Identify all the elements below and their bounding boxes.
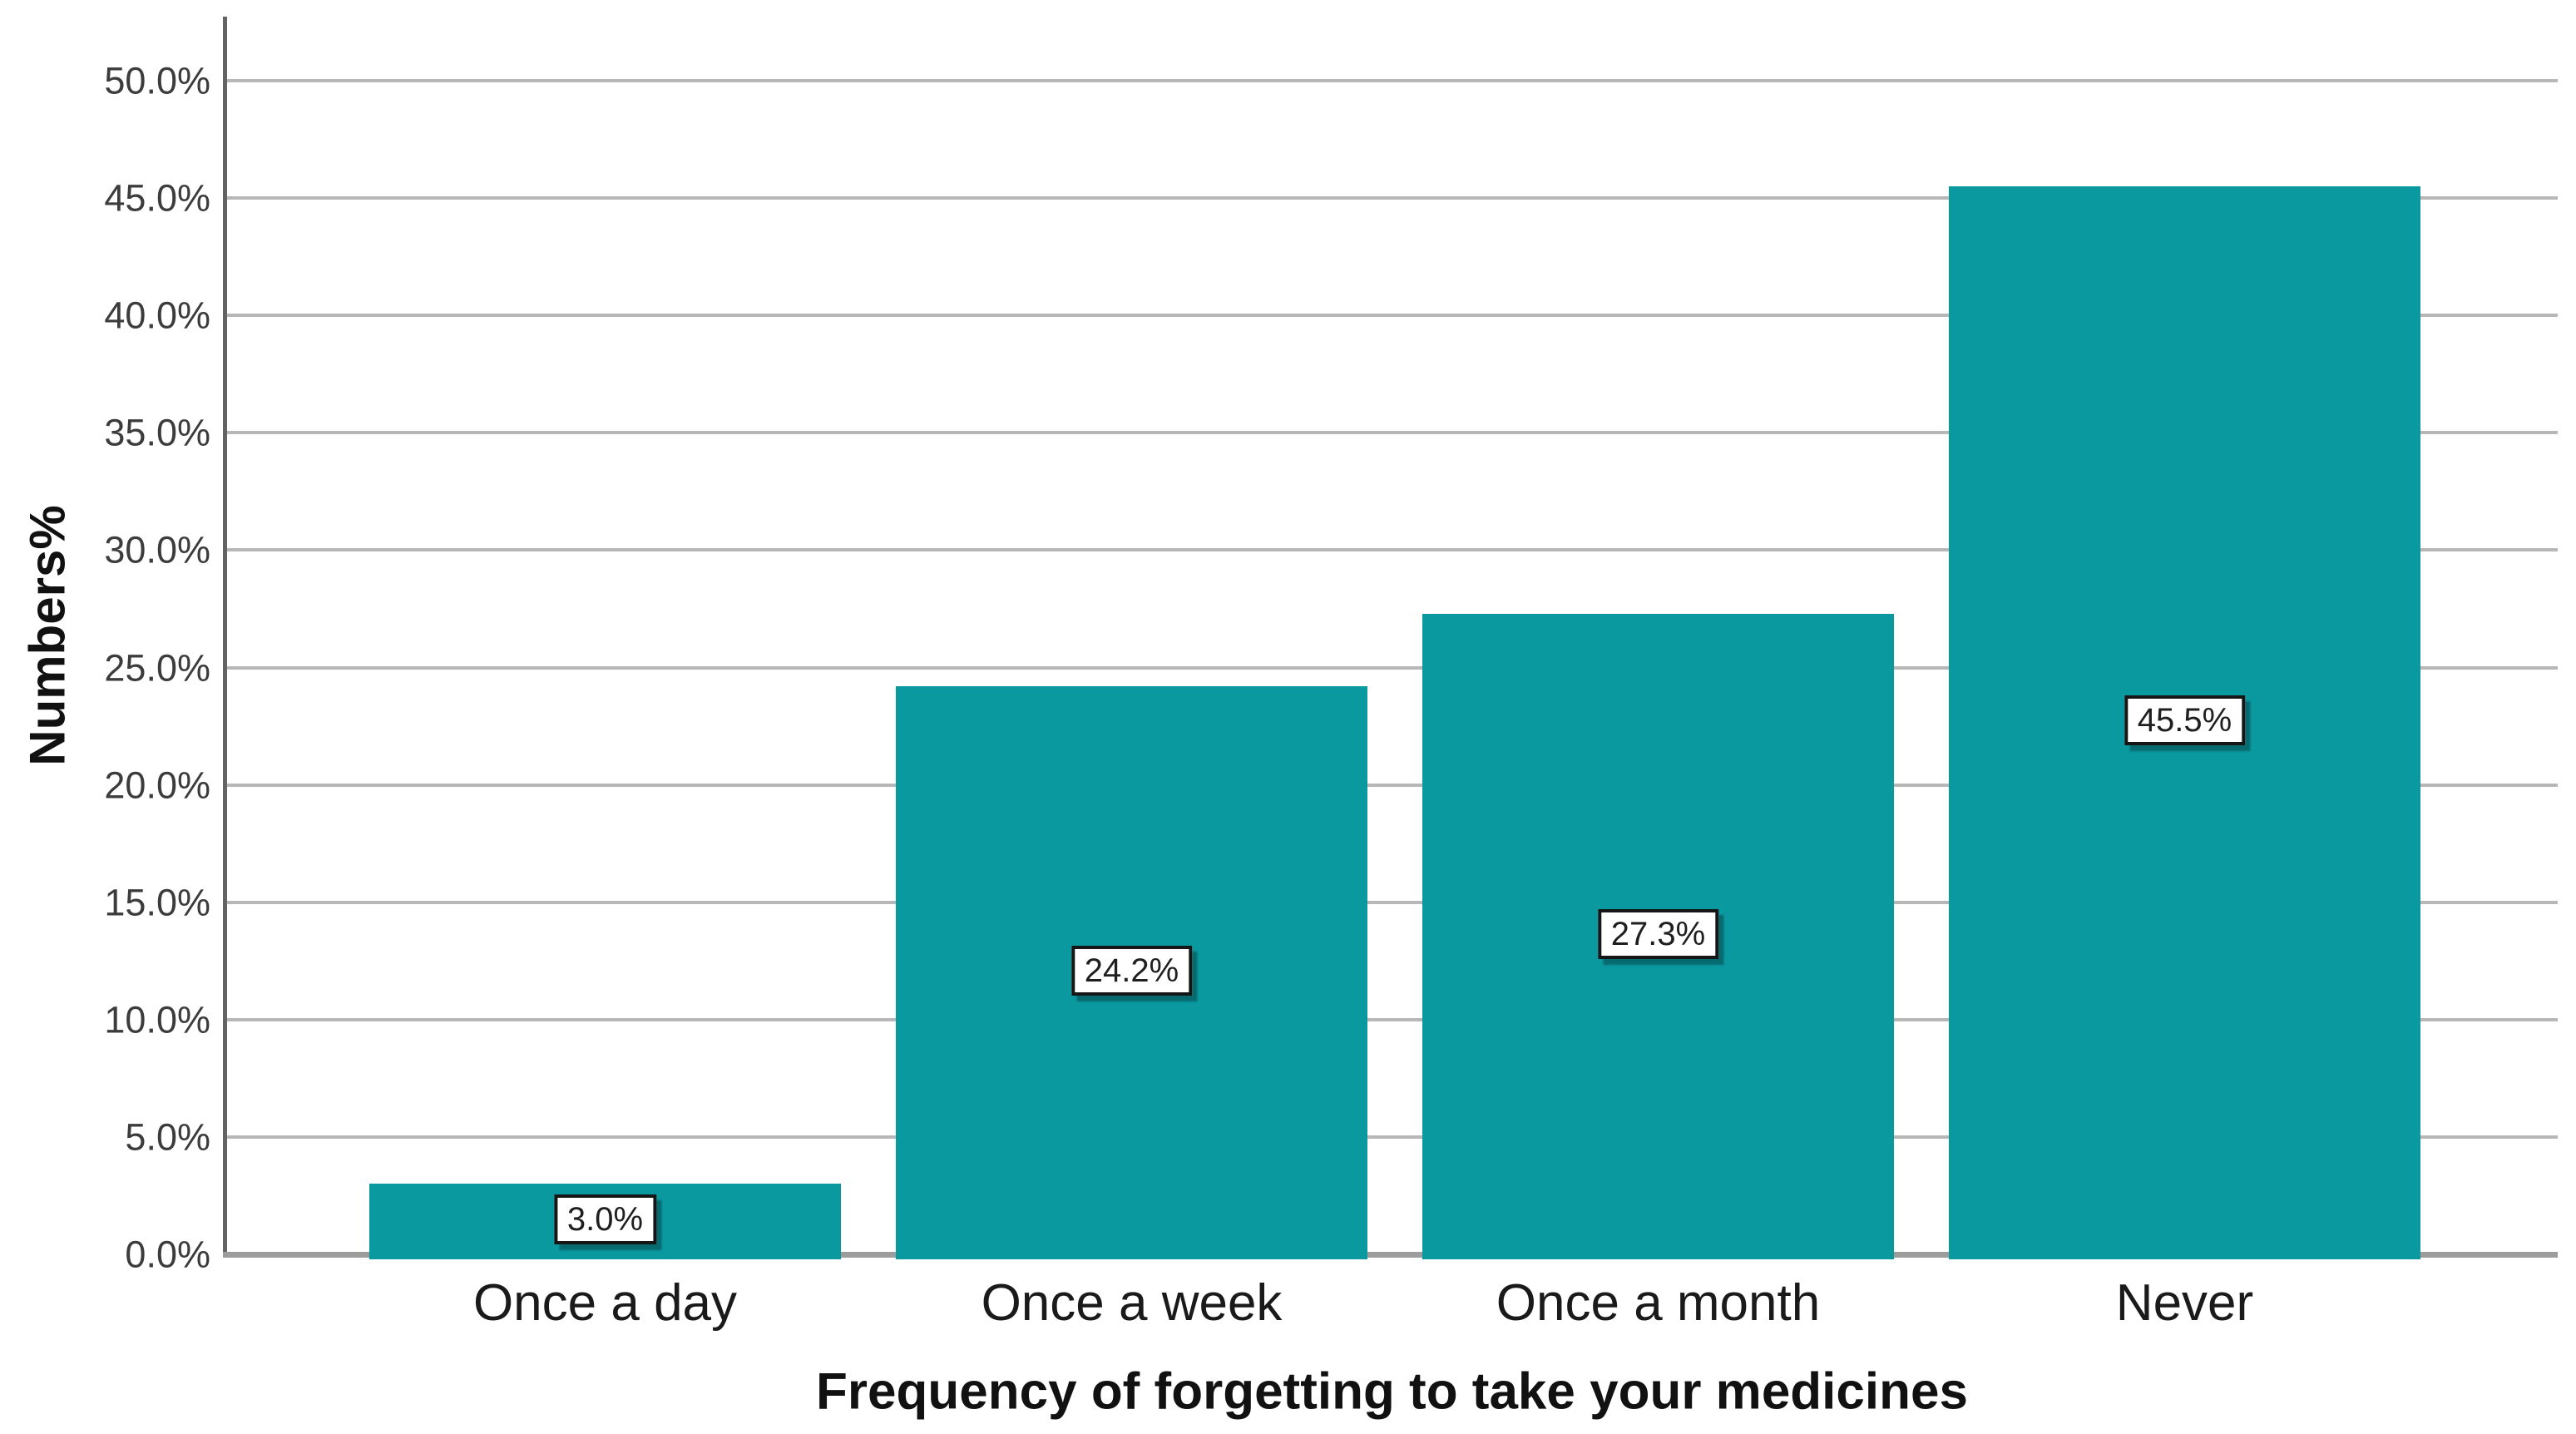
y-tick-label-40.0pct: 40.0% bbox=[104, 294, 210, 337]
category-label-once-a-month: Once a month bbox=[1496, 1274, 1821, 1332]
gridline-10.0pct bbox=[226, 1017, 2558, 1021]
category-label-once-a-week: Once a week bbox=[981, 1274, 1283, 1332]
y-tick-label-35.0pct: 35.0% bbox=[104, 411, 210, 454]
gridline-25.0pct bbox=[226, 665, 2558, 670]
y-tick-label-20.0pct: 20.0% bbox=[104, 764, 210, 807]
value-label-once-a-week: 24.2% bbox=[1070, 945, 1193, 996]
gridline-45.0pct bbox=[226, 196, 2558, 200]
gridline-20.0pct bbox=[226, 783, 2558, 787]
gridline-40.0pct bbox=[226, 314, 2558, 318]
plot-area: 3.0% 24.2% 27.3% 45.5% bbox=[226, 17, 2558, 1259]
value-label-once-a-day: 3.0% bbox=[553, 1194, 657, 1244]
y-tick-label-45.0pct: 45.0% bbox=[104, 176, 210, 220]
y-axis-line bbox=[223, 17, 227, 1258]
value-label-once-a-month: 27.3% bbox=[1597, 908, 1719, 959]
y-tick-label-25.0pct: 25.0% bbox=[104, 646, 210, 689]
y-tick-label-15.0pct: 15.0% bbox=[104, 881, 210, 924]
x-axis-title: Frequency of forgetting to take your med… bbox=[816, 1362, 1968, 1421]
gridline-30.0pct bbox=[226, 548, 2558, 552]
x-axis-line bbox=[223, 1252, 2558, 1258]
y-tick-label-10.0pct: 10.0% bbox=[104, 998, 210, 1041]
category-label-never: Never bbox=[2115, 1274, 2254, 1332]
gridline-5.0pct bbox=[226, 1135, 2558, 1139]
y-tick-label-5.0pct: 5.0% bbox=[125, 1115, 210, 1159]
y-tick-label-0.0pct: 0.0% bbox=[125, 1233, 210, 1276]
gridline-35.0pct bbox=[226, 431, 2558, 435]
value-label-never: 45.5% bbox=[2124, 695, 2246, 745]
gridline-15.0pct bbox=[226, 900, 2558, 904]
y-tick-label-30.0pct: 30.0% bbox=[104, 528, 210, 571]
gridline-50.0pct bbox=[226, 79, 2558, 82]
y-tick-label-50.0pct: 50.0% bbox=[104, 59, 210, 102]
category-label-once-a-day: Once a day bbox=[472, 1274, 738, 1332]
